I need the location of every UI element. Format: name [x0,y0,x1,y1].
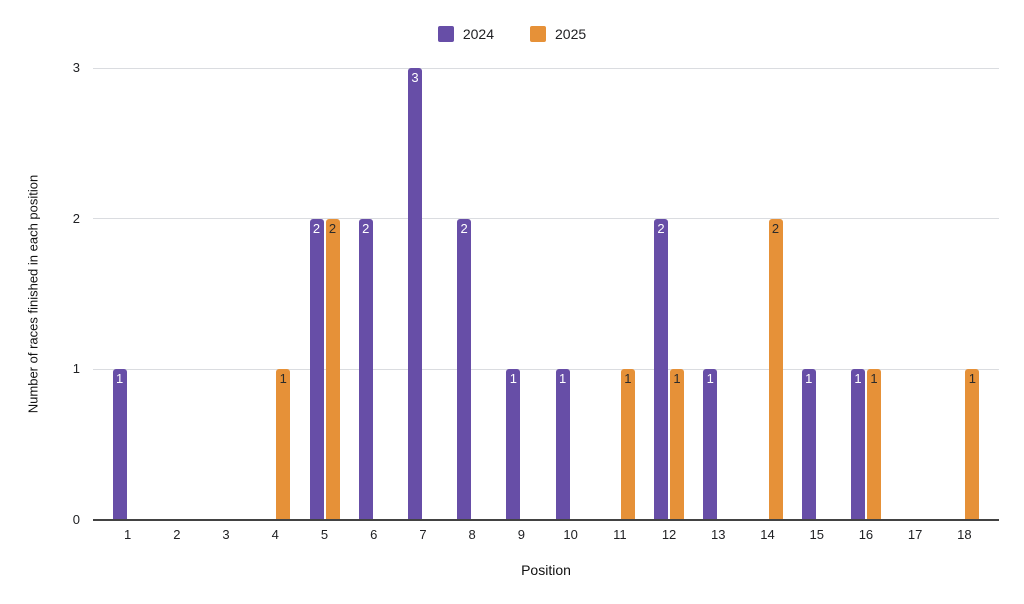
y-axis-tick-labels: 0 1 2 3 [40,60,80,527]
bar-2025-pos-11: 1 [620,369,635,520]
legend-item-2025: 2025 [530,26,586,42]
x-tick-label-7: 7 [419,527,427,542]
x-tick-label-2: 2 [173,527,181,542]
bar-2025-pos-14: 2 [768,218,783,520]
x-tick-label-6: 6 [370,527,378,542]
bar-2025-pos-5: 2 [325,218,340,520]
bar-value-label: 1 [279,371,287,387]
x-tick-label-12: 12 [661,527,677,542]
legend-item-2024: 2024 [437,26,494,42]
bar-value-label: 1 [509,371,517,387]
y-tick-label-0: 0 [72,512,80,527]
bar-value-label: 2 [328,220,337,236]
bar-2024-pos-10: 1 [555,369,570,520]
x-tick-label-11: 11 [613,527,627,542]
bar-2024-pos-12: 2 [654,218,669,520]
gridline-y-2 [93,218,999,220]
bar-2024-pos-7: 3 [407,68,422,520]
bar-value-label: 2 [657,220,665,236]
gridline-y-3 [93,67,999,69]
x-tick-label-14: 14 [760,527,775,542]
bar-value-label: 1 [805,371,813,387]
bar-2025-pos-12: 1 [670,369,685,520]
x-tick-label-18: 18 [957,527,972,542]
bar-2024-pos-16: 1 [850,369,865,520]
x-axis-tick-labels: 1 2 3 4 5 6 7 8 9 10 11 12 13 14 15 16 17 18 [93,527,999,545]
gridline-y-1 [93,368,999,370]
bar-value-label: 1 [854,371,862,387]
bar-value-label: 2 [460,220,468,236]
x-axis-title: Position [521,562,571,578]
bar-2025-pos-16: 1 [866,369,881,520]
x-tick-label-9: 9 [517,527,525,542]
bar-2024-pos-9: 1 [506,369,521,520]
x-tick-label-16: 16 [858,527,874,542]
bar-2025-pos-4: 1 [276,369,291,520]
bar-value-label: 3 [411,70,419,85]
x-tick-label-17: 17 [907,527,923,542]
bar-value-label: 2 [771,220,780,236]
bar-value-label: 1 [870,371,878,387]
bar-value-label: 1 [115,371,124,387]
bar-2024-pos-13: 1 [703,369,718,520]
legend-label-2024: 2024 [462,26,494,42]
legend-swatch-2025 [530,26,546,42]
y-tick-label-3: 3 [72,60,80,75]
bar-value-label: 2 [362,220,370,236]
bar-2024-pos-8: 2 [457,218,472,520]
y-axis-title: Number of races finished in each positio… [25,174,41,414]
x-axis-line [93,519,999,521]
x-tick-label-10: 10 [563,527,578,542]
x-tick-label-5: 5 [320,527,329,542]
x-tick-label-4: 4 [271,527,279,542]
bar-value-label: 1 [558,371,567,387]
bar-2024-pos-6: 2 [358,218,373,520]
y-tick-label-2: 2 [72,210,80,226]
x-tick-label-8: 8 [468,527,476,542]
bar-value-label: 2 [312,220,321,236]
bar-value-label: 1 [624,371,632,387]
x-tick-label-3: 3 [222,527,230,542]
bar-value-label: 1 [968,371,976,387]
bar-value-label: 1 [673,371,681,387]
legend-label-2025: 2025 [555,26,587,42]
x-tick-label-1: 1 [123,527,132,542]
x-tick-label-13: 13 [711,527,726,542]
legend-swatch-2024 [437,26,454,42]
y-tick-label-1: 1 [72,361,80,377]
bar-2024-pos-15: 1 [801,369,816,520]
legend: 2024 2025 [0,24,1024,44]
bar-2024-pos-5: 2 [309,218,324,520]
x-tick-label-15: 15 [809,527,824,542]
bar-value-label: 1 [706,371,714,387]
bar-2025-pos-18: 1 [965,369,980,520]
bar-2024-pos-1: 1 [112,369,127,520]
